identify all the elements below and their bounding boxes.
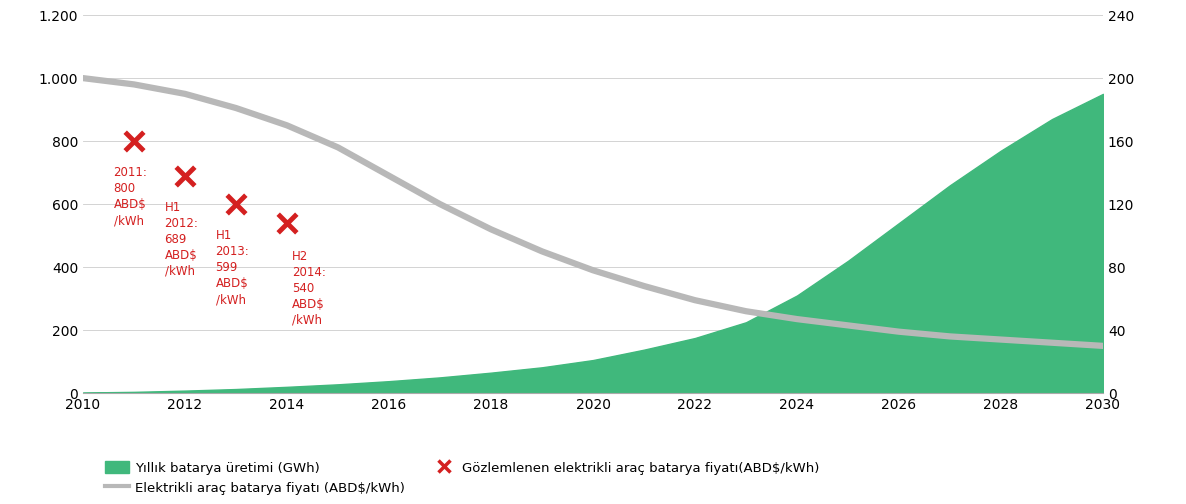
Text: H1
2013:
599
ABD$
/kWh: H1 2013: 599 ABD$ /kWh [216, 229, 249, 306]
Text: H1
2012:
689
ABD$
/kWh: H1 2012: 689 ABD$ /kWh [165, 201, 198, 278]
Point [278, 219, 296, 227]
Point [176, 172, 195, 180]
Text: H2
2014:
540
ABD$
/kWh: H2 2014: 540 ABD$ /kWh [292, 250, 326, 327]
Legend: Yıllık batarya üretimi (GWh), Elektrikli araç batarya fiyatı (ABD$/kWh), Gözleml: Yıllık batarya üretimi (GWh), Elektrikli… [100, 456, 824, 500]
Point [227, 201, 246, 209]
Point [125, 137, 144, 145]
Text: 2011:
800
ABD$
/kWh: 2011: 800 ABD$ /kWh [114, 166, 147, 227]
